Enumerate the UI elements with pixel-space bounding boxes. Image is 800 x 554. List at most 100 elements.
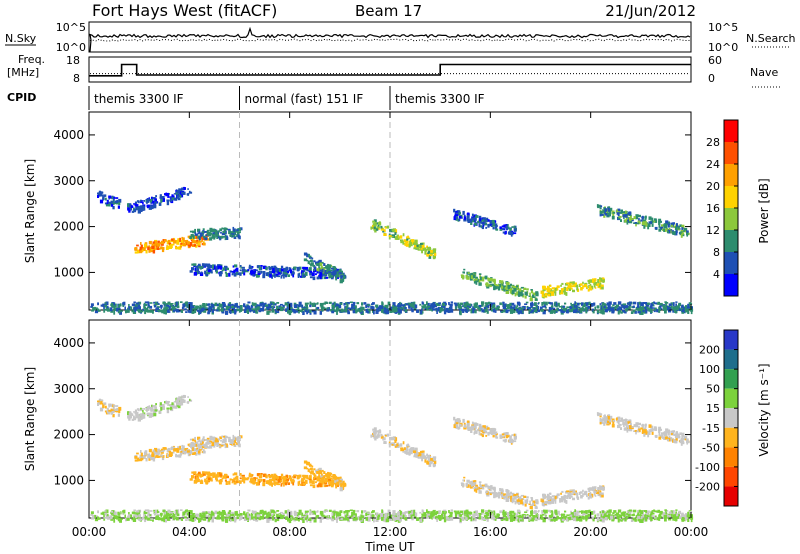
velocity-point [462,418,465,423]
velocity-point [263,479,266,483]
power-point [626,305,629,308]
power-point [640,219,643,222]
power-point [508,306,512,309]
velocity-point [566,495,569,500]
power-point [614,305,618,309]
power-point [569,306,573,309]
frequency-panel: Freq. [MHz] 18 8 60 0 Nave [7,53,782,88]
y-tick: 3000 [53,174,691,188]
power-point [430,250,433,253]
power-point [107,201,111,204]
power-point [565,292,568,296]
velocity-point [137,415,141,418]
velocity-point [500,492,503,495]
power-point [540,308,544,312]
power-point [113,196,116,199]
power-point [303,258,308,262]
velocity-point [644,428,647,432]
power-point [457,306,460,309]
velocity-point [116,407,119,411]
power-point [241,266,245,269]
power-point [591,308,594,312]
power-point [262,265,266,269]
power-point [198,266,201,269]
velocity-point [224,444,227,449]
velocity-point [167,403,170,406]
power-point [169,303,173,308]
velocity-point [232,434,235,437]
power-point [107,202,110,206]
power-point [328,264,332,268]
power-point [202,228,205,231]
power-point [674,226,678,231]
power-point [467,221,471,223]
velocity-point [499,435,503,439]
power-point [462,277,465,280]
velocity-point [284,480,288,483]
power-point [193,235,197,239]
power-point [302,311,305,315]
velocity-point [389,436,392,440]
power-point [395,309,398,312]
velocity-point [484,430,488,434]
power-point [104,202,107,205]
velocity-point [189,450,193,454]
velocity-point [478,490,482,494]
power-point [245,269,249,273]
velocity-point [625,422,628,425]
velocity-point [408,451,411,455]
velocity-point [178,454,182,458]
power-point [431,304,435,309]
power-point [247,269,250,272]
velocity-point [316,478,320,482]
power-point [561,282,564,285]
power-point [496,306,500,310]
power-point [311,302,314,306]
velocity-point [499,434,502,437]
power-point [228,308,231,311]
power-point [430,251,434,255]
power-point [331,304,334,309]
velocity-point [466,484,470,488]
power-point [304,274,306,278]
power-point [573,283,577,286]
velocity-point [151,408,155,412]
power-point [340,275,343,279]
velocity-point [620,417,623,420]
power-point [472,306,476,311]
velocity-point [328,484,331,487]
power-point [620,209,623,212]
power-point [220,308,224,312]
velocity-point [330,475,334,478]
velocity-point [325,484,329,487]
velocity-point [659,434,663,438]
power-point [316,276,320,280]
power-point [500,286,504,289]
power-point [618,306,621,310]
velocity-point [148,414,152,418]
power-point [490,302,494,305]
velocity-point [215,474,218,479]
power-point [216,231,219,234]
velocity-point [463,426,467,430]
velocity-point [293,476,296,479]
velocity-point [187,396,189,398]
power-point [212,228,216,232]
power-point [302,268,306,272]
power-point [319,271,323,276]
power-point [352,301,356,305]
power-point [618,215,622,218]
power-point [555,305,558,308]
power-point [599,214,602,217]
velocity-point [651,425,654,429]
velocity-point [171,402,174,406]
velocity-point [283,483,285,487]
velocity-point [493,492,496,495]
power-point [122,304,125,307]
power-point [303,252,308,256]
power-point [427,246,429,251]
power-point [509,311,514,314]
velocity-point [177,446,181,449]
power-point [197,263,201,268]
power-point [625,210,627,214]
